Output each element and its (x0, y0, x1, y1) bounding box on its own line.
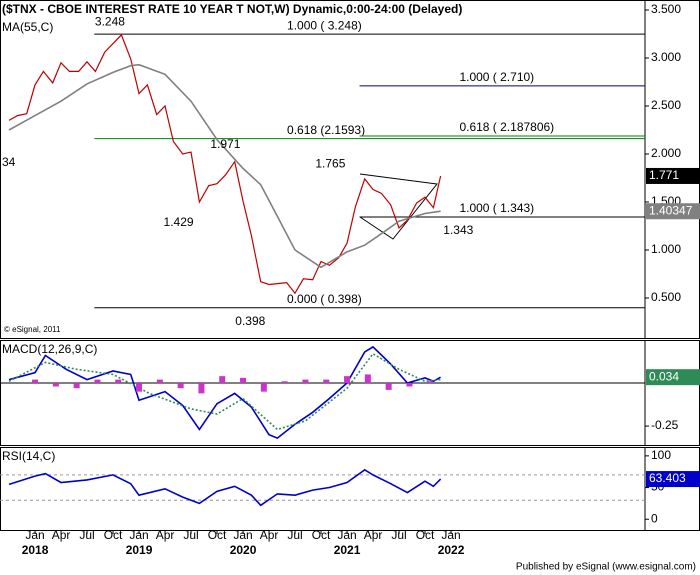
point-label: 1.429 (164, 215, 194, 229)
level-label: 0.000 ( 0.398) (287, 292, 362, 306)
level-label: 1.000 ( 1.343) (459, 201, 534, 215)
histogram-bar (323, 379, 330, 384)
point-label: 0.398 (235, 314, 265, 328)
x-tick-label: Oct (312, 528, 331, 542)
x-tick-label: Apr (156, 528, 175, 542)
histogram-bar (427, 381, 434, 384)
x-tick-label: Jan (337, 528, 356, 542)
histogram-bar (240, 377, 247, 384)
value-box (646, 203, 700, 220)
series-line (8, 33, 442, 295)
value-box-label: 63.403 (649, 471, 686, 485)
y-tick-label: 1.000 (651, 242, 681, 256)
year-label: 2022 (438, 543, 465, 557)
series-line (8, 352, 441, 431)
x-tick-label: Jan (441, 528, 460, 542)
value-box (646, 471, 700, 488)
panel-title: MACD(12,26,9,C) (2, 342, 97, 356)
x-tick-label: Oct (416, 528, 435, 542)
series-line (8, 63, 441, 269)
histogram-bar (73, 383, 80, 389)
panel-title: ($TNX - CBOE INTEREST RATE 10 YEAR T NOT… (2, 2, 462, 16)
x-tick-label: Oct (208, 528, 227, 542)
year-label: 2021 (334, 543, 361, 557)
histogram-bar (385, 383, 392, 390)
value-box (646, 369, 700, 386)
y-tick-label: 3.500 (651, 2, 681, 16)
value-box-label: 1.40347 (649, 203, 693, 217)
y-tick-label: 0 (651, 511, 658, 525)
year-label: 2018 (22, 543, 49, 557)
legend-label: MA(55,C) (2, 20, 53, 34)
footer: Published by eSignal (www.esignal.com) (516, 562, 696, 573)
level-label: 1.000 ( 2.710) (459, 70, 534, 84)
point-label: 1.343 (443, 223, 473, 237)
x-tick-label: Jul (183, 528, 198, 542)
triangle-pattern (359, 173, 438, 240)
level-label: 0.618 ( 2.187806) (459, 120, 554, 134)
histogram-bar (32, 379, 39, 384)
value-box (646, 167, 700, 184)
series-line (8, 345, 441, 440)
x-tick-label: Apr (364, 528, 383, 542)
histogram-bar (115, 379, 122, 384)
histogram-bar (52, 383, 59, 387)
x-tick-label: Jan (233, 528, 252, 542)
x-tick-label: Apr (260, 528, 279, 542)
x-tick-label: Oct (104, 528, 123, 542)
value-box-label: 0.034 (649, 369, 679, 383)
year-label: 2019 (126, 543, 153, 557)
x-tick-label: Jul (287, 528, 302, 542)
histogram-bar (302, 379, 309, 384)
histogram-bar (260, 383, 267, 392)
panel-title: RSI(14,C) (2, 449, 55, 463)
y-tick-label: 3.000 (651, 50, 681, 64)
series-line (8, 468, 442, 507)
copyright: © eSignal, 2011 (4, 325, 61, 334)
value-box-label: 1.771 (649, 168, 679, 182)
level-label: 1.000 ( 3.248) (287, 18, 362, 32)
x-tick-label: Jul (391, 528, 406, 542)
x-tick-label: Jul (79, 528, 94, 542)
histogram-bar (177, 383, 184, 389)
edge-label: 34 (2, 155, 16, 169)
y-tick-label: 2.500 (651, 98, 681, 112)
level-label: 0.618 (2.1593) (287, 123, 365, 137)
histogram-bar (136, 383, 143, 392)
y-tick-label: -0.25 (651, 418, 679, 432)
histogram-bar (344, 376, 351, 384)
histogram-bar (364, 374, 371, 384)
x-tick-label: Apr (52, 528, 71, 542)
histogram-bar (406, 383, 413, 387)
y-tick-label: 0.500 (651, 290, 681, 304)
x-tick-label: Jan (129, 528, 148, 542)
year-label: 2020 (230, 543, 257, 557)
histogram-bar (94, 379, 101, 384)
point-label: 3.248 (95, 14, 125, 28)
histogram-bar (219, 376, 226, 384)
point-label: 1.765 (315, 157, 345, 171)
histogram-bar (198, 383, 205, 394)
point-label: 1.971 (210, 137, 240, 151)
y-tick-label: 100 (651, 448, 671, 462)
x-tick-label: Jan (25, 528, 44, 542)
histogram-bar (156, 379, 163, 384)
histogram-bar (281, 381, 288, 384)
y-tick-label: 2.000 (651, 146, 681, 160)
